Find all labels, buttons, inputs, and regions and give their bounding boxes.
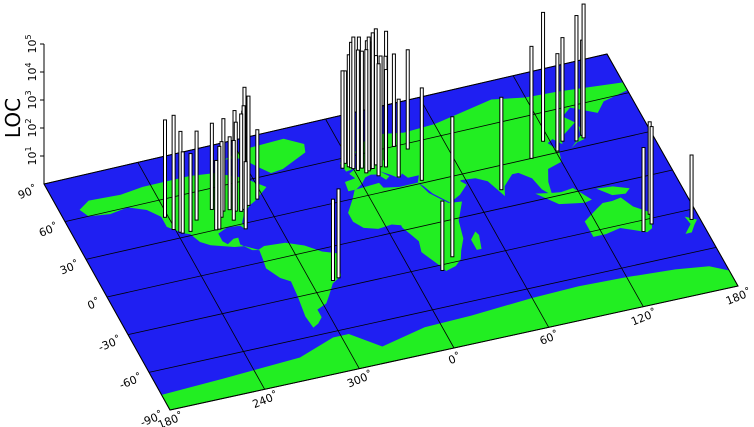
loc-bar — [450, 116, 455, 258]
loc-bar — [555, 53, 560, 152]
loc-bar — [243, 161, 248, 230]
land-africa — [348, 182, 464, 272]
land-antarctica — [161, 266, 738, 410]
z-axis-ticks: 101 102 103 104 105 — [24, 34, 44, 166]
land-indonesia — [535, 188, 592, 205]
longitude-label: 60˚ — [538, 328, 561, 347]
land-south-america — [257, 242, 341, 328]
z-axis: 101 102 103 104 105 LOC — [1, 34, 45, 184]
z-tick-label: 102 — [24, 118, 39, 137]
parallel-line — [106, 169, 673, 298]
latitude-label: -60˚ — [117, 371, 144, 392]
loc-bar — [246, 95, 251, 206]
loc-bar — [355, 49, 360, 171]
map-frame — [43, 53, 739, 411]
land-madagascar — [471, 231, 482, 250]
loc-bar — [529, 45, 534, 159]
loc-bar — [560, 37, 565, 142]
loc-bar — [336, 188, 341, 279]
longitude-label: 300˚ — [345, 368, 374, 390]
longitude-label: 180˚ — [724, 286, 753, 308]
land-australia — [584, 197, 653, 237]
loc-bar — [340, 70, 345, 169]
land-new-guinea — [596, 186, 630, 196]
z-axis-title: LOC — [1, 98, 25, 138]
loc-bar — [239, 113, 244, 212]
latitude-label: 90˚ — [16, 183, 39, 202]
z-tick-label: 101 — [24, 146, 39, 165]
loc-bar — [255, 129, 260, 200]
loc-bar — [217, 145, 222, 230]
land-greenland — [224, 138, 306, 174]
loc-bar — [376, 63, 381, 177]
loc-bar — [440, 200, 445, 271]
land-arabia — [424, 179, 467, 203]
loc-bar — [396, 98, 401, 178]
loc-bar — [641, 147, 646, 233]
longitude-label: 120˚ — [629, 306, 658, 328]
loc-bar — [227, 136, 232, 211]
loc-bar — [194, 130, 199, 221]
loc-bar — [391, 53, 396, 147]
loc-bar — [499, 96, 504, 191]
loc-bar — [405, 49, 410, 150]
loc-bar — [581, 3, 586, 139]
loc-bar — [171, 114, 176, 231]
loc-bar — [209, 122, 214, 210]
longitude-label: 0˚ — [446, 350, 462, 367]
loc-bar — [419, 87, 424, 181]
parallel-line — [148, 246, 717, 373]
loc-bar — [359, 50, 364, 169]
land-new-zealand — [684, 216, 698, 234]
z-tick-label: 104 — [24, 62, 39, 81]
loc-bar — [214, 159, 219, 231]
loc-bar — [541, 11, 546, 142]
longitude-label: 240˚ — [251, 389, 280, 411]
loc-bar — [649, 126, 654, 225]
z-tick-label: 105 — [24, 34, 39, 53]
loc-bar — [162, 119, 167, 218]
loc-bar — [188, 153, 193, 232]
latitude-label: 0˚ — [86, 296, 102, 313]
loc-bar — [351, 36, 356, 170]
loc-bar — [574, 15, 579, 142]
loc-bars — [162, 3, 694, 282]
parallel-line — [127, 208, 695, 336]
z-tick-label: 103 — [24, 90, 39, 109]
map-surface — [43, 53, 739, 411]
latitude-label: 30˚ — [58, 258, 81, 277]
loc-bar — [231, 139, 236, 221]
loc-bar — [364, 49, 369, 174]
loc-bar — [330, 198, 335, 282]
parallel-line — [85, 130, 651, 260]
loc-bar — [180, 151, 185, 234]
latitude-label: 60˚ — [37, 220, 60, 239]
loc-bar — [370, 32, 375, 170]
loc-bar — [689, 154, 694, 220]
latitude-label: -30˚ — [96, 333, 123, 354]
loc-bar — [383, 69, 388, 168]
